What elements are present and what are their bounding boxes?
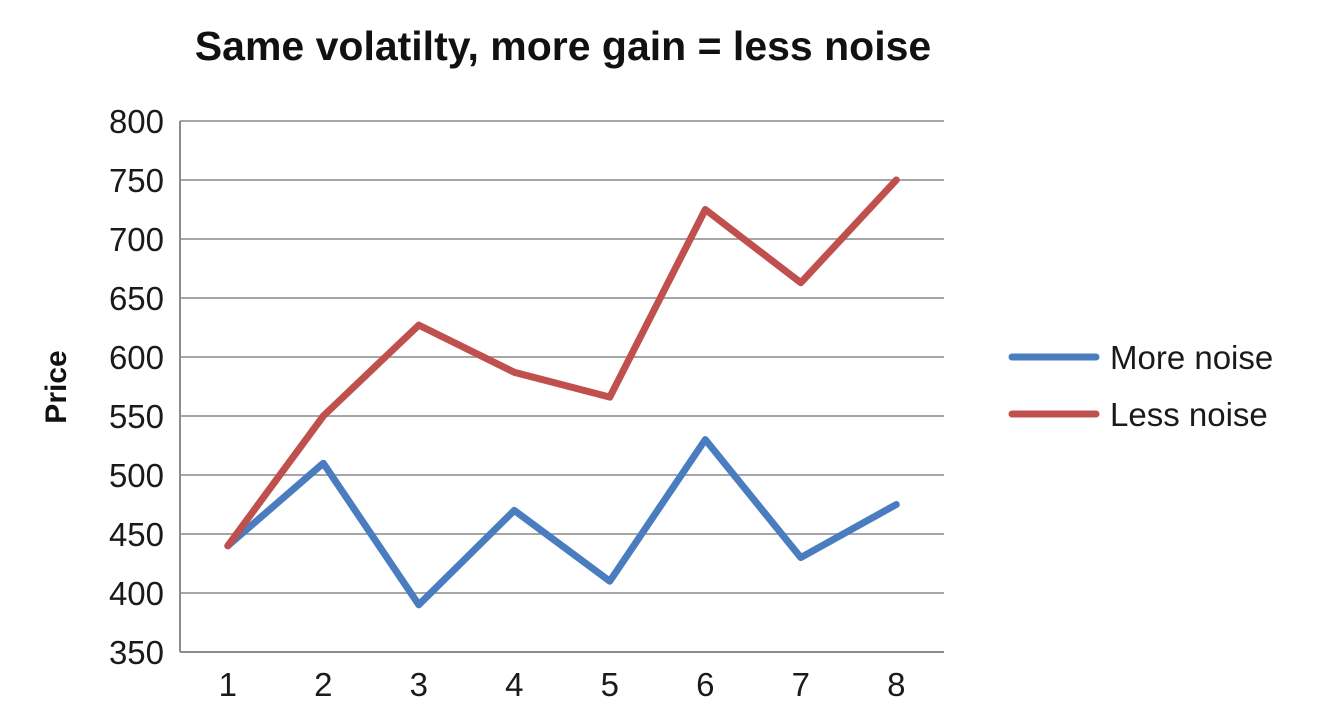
y-axis-label: Price [40, 350, 73, 423]
y-tick-labels: 350 400 450 500 550 600 650 700 750 800 [109, 103, 164, 671]
y-tick-label: 700 [109, 221, 164, 258]
x-tick-label: 6 [696, 666, 714, 703]
series-lines [224, 176, 900, 609]
x-tick-label: 3 [410, 666, 428, 703]
legend-label: Less noise [1110, 396, 1268, 433]
y-tick-label: 550 [109, 398, 164, 435]
x-tick-label: 5 [601, 666, 619, 703]
legend: More noise Less noise [1008, 339, 1273, 433]
axes [179, 121, 944, 653]
series-line-more-noise [224, 436, 900, 609]
x-tick-labels: 1 2 3 4 5 6 7 8 [219, 666, 906, 703]
series-line-less-noise [224, 176, 900, 550]
x-tick-label: 1 [219, 666, 237, 703]
x-tick-label: 2 [314, 666, 332, 703]
y-tick-label: 500 [109, 457, 164, 494]
gridlines [180, 120, 944, 594]
y-tick-label: 400 [109, 575, 164, 612]
y-tick-label: 450 [109, 516, 164, 553]
y-tick-label: 350 [109, 634, 164, 671]
y-tick-label: 800 [109, 103, 164, 140]
y-tick-label: 650 [109, 280, 164, 317]
legend-label: More noise [1110, 339, 1273, 376]
chart-title: Same volatilty, more gain = less noise [195, 23, 931, 69]
y-tick-label: 750 [109, 162, 164, 199]
y-tick-label: 600 [109, 339, 164, 376]
x-tick-label: 8 [887, 666, 905, 703]
x-tick-label: 7 [792, 666, 810, 703]
x-tick-label: 4 [505, 666, 523, 703]
